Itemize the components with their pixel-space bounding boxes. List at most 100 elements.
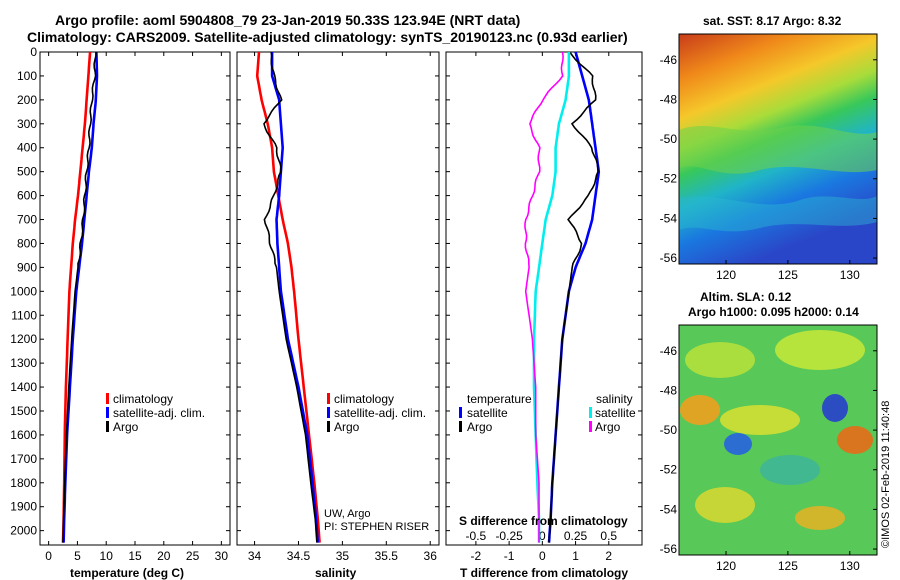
sla-field (679, 325, 877, 555)
figure-title-line1: Argo profile: aoml 5904808_79 23-Jan-201… (55, 12, 520, 28)
legend-swatch-climatology (106, 393, 109, 404)
depth-tick-label: 900 (17, 260, 37, 274)
depth-tick-label: 100 (17, 69, 37, 83)
map-y-tick-label: -54 (660, 502, 678, 516)
sla-blob (775, 330, 865, 370)
s-diff-tick-label: 0 (539, 529, 546, 543)
depth-tick-label: 1500 (10, 404, 37, 418)
map-y-tick-label: -56 (660, 251, 678, 265)
sst-map-ticks: 120 125 130 -46 -48 -50 -52 -54 -56 (660, 53, 877, 282)
salinity-difference-axis-title: S difference from climatology (459, 514, 628, 528)
sla-map: Altim. SLA: 0.12 Argo h1000: 0.095 h2000… (660, 290, 878, 573)
series-line-s-argo (524, 52, 564, 543)
s-diff-tick-label: 0.25 (564, 529, 588, 543)
depth-tick-label: 1100 (11, 308, 37, 322)
legend-swatch-argo (106, 421, 109, 432)
series-line-t-argo (548, 52, 599, 543)
x-tick-label: 25 (186, 549, 200, 563)
temperature-x-label: temperature (deg C) (70, 566, 184, 580)
salinity-x-label: salinity (315, 566, 357, 580)
depth-tick-label: 0 (30, 45, 37, 59)
depth-tick-label: 200 (17, 93, 37, 107)
legend-swatch-satellite (106, 407, 109, 418)
depth-tick-label: 600 (17, 189, 37, 203)
x-tick-label: 1 (572, 549, 579, 563)
depth-tick-label: 300 (17, 117, 37, 131)
map-y-tick-label: -52 (660, 463, 678, 477)
map-x-tick-label: 130 (840, 268, 860, 282)
map-x-tick-label: 125 (778, 268, 798, 282)
legend-swatch-argo (327, 421, 330, 432)
legend-label-argo: Argo (334, 420, 360, 434)
x-tick-label: -1 (504, 549, 515, 563)
map-y-tick-label: -50 (660, 423, 678, 437)
sla-map-title-line1: Altim. SLA: 0.12 (700, 290, 792, 304)
legend-title-salinity: salinity (596, 392, 633, 406)
x-tick-label: 2 (605, 549, 612, 563)
depth-tick-label: 1600 (10, 428, 37, 442)
depth-tick-label: 800 (17, 236, 37, 250)
difference-series (524, 52, 601, 543)
legend-label-s-argo: Argo (595, 420, 621, 434)
sst-map-frame (678, 33, 878, 265)
depth-tick-label: 1900 (10, 500, 37, 514)
series-line-argo (62, 52, 97, 543)
legend-label-satellite: satellite-adj. clim. (113, 406, 205, 420)
sla-low (724, 433, 752, 455)
s-diff-tick-label: 0.5 (600, 529, 617, 543)
depth-tick-label: 1700 (10, 452, 37, 466)
sla-blob (760, 455, 820, 485)
x-tick-label: 30 (215, 549, 229, 563)
x-tick-label: 35 (336, 549, 350, 563)
legend-swatch-satellite (327, 407, 330, 418)
depth-tick-label: 500 (17, 165, 37, 179)
x-tick-label: 35.5 (375, 549, 399, 563)
depth-tick-label: 400 (17, 141, 37, 155)
legend-label-satellite: satellite-adj. clim. (334, 406, 426, 420)
sla-blob (837, 426, 873, 454)
map-x-tick-label: 130 (840, 559, 860, 573)
s-diff-tick-label: -0.5 (466, 529, 487, 543)
map-y-tick-label: -46 (660, 344, 678, 358)
sst-cold-band (679, 196, 877, 232)
difference-legend: temperature salinity satellite Argo sate… (459, 392, 636, 434)
imos-credit: ©IMOS 02-Feb-2019 11:40:48 (880, 401, 892, 548)
sst-field (679, 34, 877, 264)
legend-label-s-satellite: satellite (595, 406, 636, 420)
depth-tick-label: 1000 (10, 284, 37, 298)
map-y-tick-label: -46 (660, 53, 678, 67)
legend-label-t-argo: Argo (467, 420, 493, 434)
difference-panel-frame (445, 51, 643, 546)
map-y-tick-label: -48 (660, 383, 678, 397)
legend-label-climatology: climatology (334, 392, 394, 406)
map-x-tick-label: 120 (716, 559, 736, 573)
s-diff-tick-label: -0.25 (495, 529, 523, 543)
x-tick-label: 34 (248, 549, 262, 563)
depth-tick-label: 1800 (10, 476, 37, 490)
x-tick-label: 34.5 (287, 549, 311, 563)
x-tick-label: 0 (539, 549, 546, 563)
depth-tick-label: 1200 (10, 332, 37, 346)
salinity-series (255, 52, 321, 543)
pi-annotation: PI: STEPHEN RISER (324, 521, 429, 533)
map-x-tick-label: 120 (716, 268, 736, 282)
map-x-tick-label: 125 (778, 559, 798, 573)
x-tick-label: -2 (471, 549, 482, 563)
figure-title-line2: Climatology: CARS2009. Satellite-adjuste… (27, 29, 628, 45)
legend-label-argo: Argo (113, 420, 139, 434)
x-tick-label: 15 (128, 549, 142, 563)
map-y-tick-label: -48 (660, 92, 678, 106)
map-y-tick-label: -52 (660, 172, 678, 186)
sst-map: sat. SST: 8.17 Argo: 8.32 120 125 130 -46 -4… (660, 14, 878, 282)
legend-swatch-t-satellite (459, 407, 462, 418)
x-tick-label: 0 (45, 549, 52, 563)
sla-blob (685, 342, 755, 378)
difference-x-label: T difference from climatology (460, 566, 628, 580)
map-y-tick-label: -50 (660, 132, 678, 146)
series-line-argo (263, 52, 318, 543)
sst-front-band (679, 125, 877, 174)
difference-axis-ticks: -2 -1 0 1 2 -0.5 -0.25 0 0.25 0.5 (446, 51, 642, 563)
legend-title-temperature: temperature (467, 392, 532, 406)
salinity-axis-ticks: 34 34.5 35 35.5 36 (237, 51, 439, 563)
